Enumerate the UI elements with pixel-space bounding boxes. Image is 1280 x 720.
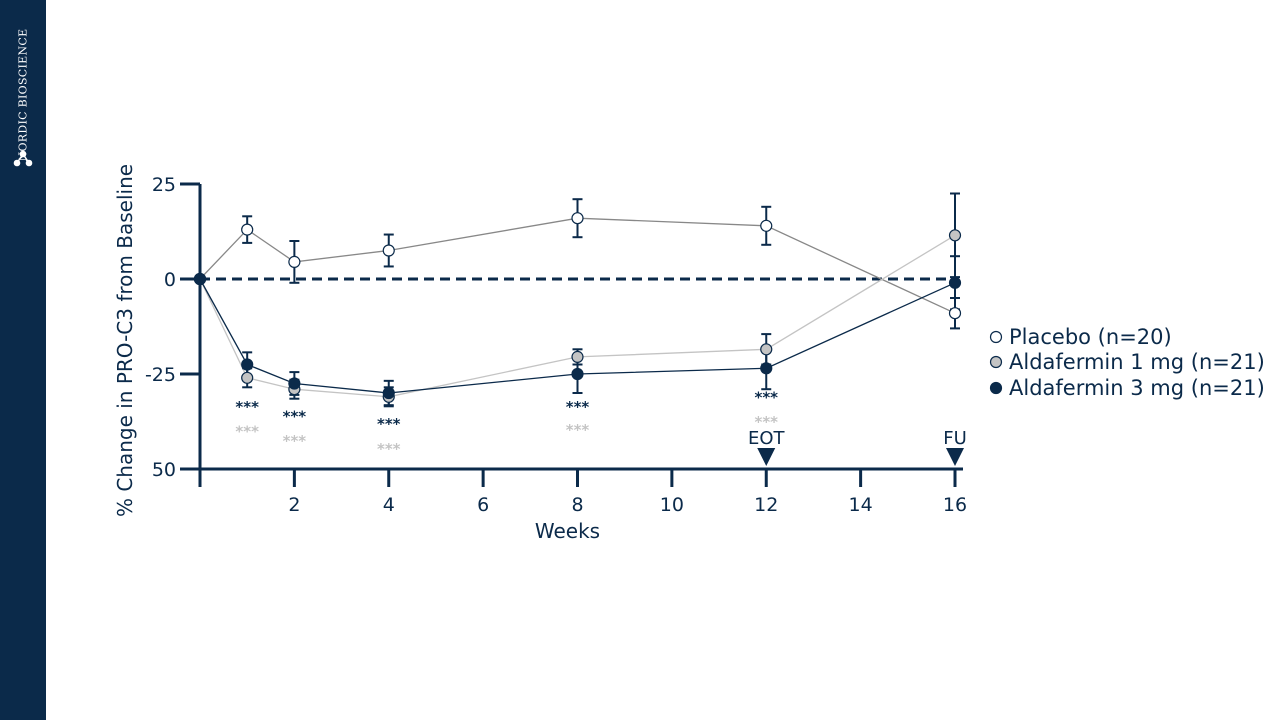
x-tick-label: 6 <box>477 494 489 516</box>
x-tick-label: 8 <box>571 494 583 516</box>
significance-marker: *** <box>566 421 590 439</box>
x-tick-label: 14 <box>849 494 873 516</box>
significance-marker: *** <box>235 423 259 441</box>
data-point <box>760 343 773 356</box>
brand-sidebar: NORDIC BIOSCIENCE <box>0 0 46 720</box>
x-tick-label: 12 <box>754 494 778 516</box>
significance-marker: *** <box>377 440 401 458</box>
legend-marker <box>989 381 1003 395</box>
x-tick-label: 2 <box>288 494 300 516</box>
data-point <box>948 307 962 320</box>
significance-marker: *** <box>754 413 778 431</box>
legend-label: Placebo (n=20) <box>1009 325 1172 349</box>
significance-marker: *** <box>566 398 590 416</box>
timepoint-arrow-icon <box>757 448 776 466</box>
data-point <box>760 362 773 375</box>
x-tick-label: 10 <box>660 494 684 516</box>
timepoint-arrow-icon <box>946 448 964 466</box>
significance-marker: *** <box>235 398 259 416</box>
x-tick-label: 16 <box>943 494 967 516</box>
y-axis-title: % Change in PRO-C3 from Baseline <box>113 164 137 517</box>
data-point <box>193 272 207 286</box>
data-point <box>382 386 395 400</box>
significance-marker: *** <box>283 432 307 450</box>
timepoint-label: EOT <box>748 428 786 449</box>
data-point <box>241 223 254 236</box>
significance-marker: *** <box>283 408 307 426</box>
x-axis-title: Weeks <box>535 519 600 543</box>
legend-marker <box>989 355 1003 369</box>
data-point <box>288 377 301 390</box>
data-point <box>288 255 301 268</box>
x-tick-label: 4 <box>383 494 395 516</box>
data-point <box>948 229 962 242</box>
y-tick-label: 25 <box>152 174 176 196</box>
significance-marker: *** <box>377 415 401 433</box>
y-tick-label: 50 <box>152 459 176 481</box>
significance-marker: *** <box>754 389 778 407</box>
y-tick-label: 0 <box>164 269 176 291</box>
molecule-icon <box>13 150 33 167</box>
data-point <box>948 276 962 289</box>
data-point <box>571 367 584 381</box>
data-point <box>571 212 584 225</box>
legend-label: Aldafermin 3 mg (n=21) <box>1009 376 1265 400</box>
data-point <box>571 350 584 363</box>
legend-marker <box>989 330 1003 344</box>
data-point <box>241 371 254 384</box>
data-point <box>241 358 254 371</box>
legend-label: Aldafermin 1 mg (n=21) <box>1009 350 1265 374</box>
data-point <box>760 219 773 232</box>
data-point <box>382 244 395 257</box>
y-tick-label: -25 <box>145 364 176 386</box>
timepoint-label: FU <box>943 428 967 449</box>
